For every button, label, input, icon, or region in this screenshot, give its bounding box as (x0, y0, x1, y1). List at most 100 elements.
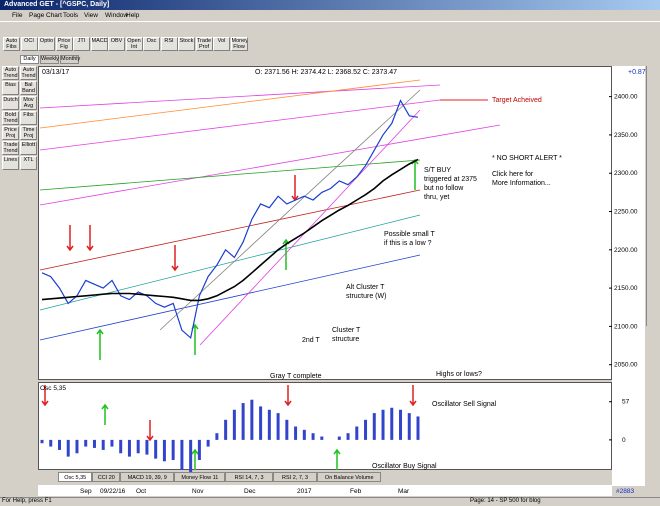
y-tick-label: 2300.00 (614, 170, 638, 177)
toolbar-button[interactable]: Osc (143, 37, 160, 51)
indicator-tab[interactable]: CCI 20 (92, 472, 121, 482)
annotation: structure (332, 336, 359, 343)
indicator-tab[interactable]: On Balance Volume (317, 472, 382, 482)
osc-bar (189, 439, 193, 473)
moving-average (41, 158, 419, 302)
osc-tick-label: 57 (622, 399, 630, 406)
osc-bar (285, 419, 289, 440)
osc-bar (154, 439, 158, 459)
indicator-tab[interactable]: RSI 14, 7, 3 (225, 472, 273, 482)
sidebar-button[interactable]: Auto Trend (20, 66, 37, 80)
sidebar-button[interactable]: Mov Avg (20, 96, 37, 110)
date-label: Sep (80, 488, 92, 495)
osc-bar (57, 439, 61, 450)
toolbar-button[interactable]: OCI (20, 37, 38, 51)
sidebar-button[interactable]: Lines (2, 156, 19, 170)
menu-item[interactable]: View (84, 12, 98, 19)
toolbar-button[interactable]: RSI (160, 37, 178, 51)
signal-arrows (41, 158, 419, 470)
annotation: More Information... (492, 180, 551, 187)
osc-bar (171, 439, 175, 460)
period-tab[interactable]: Weekly (40, 55, 59, 64)
sidebar-button[interactable]: Bal Band (20, 81, 37, 95)
price-panel (38, 66, 612, 380)
date-label: Oct (136, 488, 146, 495)
date-label: 09/22/16 (100, 488, 126, 495)
osc-bar (311, 433, 315, 440)
window-title: Advanced GET - [^GSPC, Daily] (4, 1, 110, 8)
toolbar-button[interactable]: Price Fig (55, 37, 73, 51)
annotation: Possible small T (384, 231, 436, 238)
icon-toolbar (0, 21, 660, 37)
annotation: Oscillator Buy Signal (372, 463, 437, 470)
y-tick-label: 2350.00 (614, 132, 638, 139)
menu-item[interactable]: Tools (63, 12, 79, 19)
date-label: Dec (244, 488, 256, 495)
osc-bar (49, 439, 53, 447)
oscillator-panel (38, 382, 612, 470)
annotation: but no follow (424, 185, 464, 192)
toolbar-button[interactable]: Trade Prof (195, 37, 213, 51)
sidebar-button[interactable]: Bold Trend (2, 111, 19, 125)
right-toolbar (646, 66, 660, 326)
indicator-tab[interactable]: MACD 19, 39, 9 (120, 472, 175, 482)
annotation: Target Acheived (492, 97, 542, 104)
date-label: Mar (398, 488, 410, 495)
price-change: +0.87 (628, 69, 646, 76)
y-tick-label: 2150.00 (614, 285, 638, 292)
annotation: 2nd T (302, 337, 320, 344)
y-tick-label: 2100.00 (614, 323, 638, 330)
menu-item[interactable]: File (12, 12, 23, 19)
annotation: Highs or lows? (436, 371, 482, 378)
indicator-tab[interactable]: Osc 5,35 (58, 472, 93, 482)
toolbar-button[interactable]: Auto Fibs (3, 37, 20, 51)
osc-bar (416, 416, 420, 440)
osc-bar (241, 403, 245, 440)
sidebar-button[interactable]: Price Proj (2, 126, 19, 140)
menu-item[interactable]: Chart (46, 12, 62, 19)
osc-bar (320, 436, 324, 440)
menu-item[interactable]: Window (105, 12, 129, 19)
indicator-tab[interactable]: Money Flow 11 (174, 472, 226, 482)
bar-date: 03/13/17 (42, 69, 69, 76)
menu-bar: File Page Chart Tools View Window Help (0, 10, 660, 21)
toolbar-button[interactable]: Optio (38, 37, 55, 51)
osc-bar (276, 413, 280, 440)
menu-item[interactable]: Page (29, 12, 45, 19)
indicator-tab[interactable]: RSI 2, 7, 3 (272, 472, 318, 482)
sidebar-button[interactable]: Auto Trend (2, 66, 19, 80)
toolbar-button[interactable]: OBV (108, 37, 125, 51)
annotation: Cluster T (332, 327, 361, 334)
sidebar-button[interactable]: Bias (2, 81, 19, 95)
toolbar-button[interactable]: Stock (178, 37, 195, 51)
toolbar-button[interactable]: Money Flow (230, 37, 248, 51)
annotation: if this is a low ? (384, 240, 432, 247)
osc-bar (346, 433, 350, 440)
osc-bar (407, 413, 411, 440)
y-tick-label: 2050.00 (614, 362, 638, 369)
title-bar: Advanced GET - [^GSPC, Daily] (0, 0, 660, 10)
toolbar-button[interactable]: Vol (213, 37, 230, 51)
sidebar-button[interactable]: Trade Trend (2, 141, 19, 155)
trend-rays (39, 79, 501, 346)
sidebar-button[interactable]: Elliott (20, 141, 37, 155)
bar-count: #2883 (616, 488, 634, 495)
osc-bar (119, 439, 123, 454)
menu-item[interactable]: Help (126, 12, 140, 19)
status-bar: For Help, press F1 Page: 14 - SP 500 for… (0, 497, 660, 506)
toolbar-button[interactable]: JTI (73, 37, 90, 51)
toolbar-button[interactable]: MACD (90, 37, 108, 51)
sidebar-button[interactable]: Dutch (2, 96, 19, 110)
sidebar-button[interactable]: Time Proj (20, 126, 37, 140)
period-tab[interactable]: Daily (20, 55, 39, 64)
price-axis (612, 66, 645, 486)
sidebar-button[interactable]: Fibs (20, 111, 37, 125)
period-tab[interactable]: Monthly (60, 55, 81, 64)
osc-bar (355, 426, 359, 440)
toolbar-button[interactable]: Open Int (125, 37, 143, 51)
annotation: triggered at 2375 (424, 176, 477, 183)
status-left: For Help, press F1 (2, 498, 52, 504)
sidebar-button[interactable]: XTL (20, 156, 37, 170)
osc-bar (399, 409, 403, 440)
